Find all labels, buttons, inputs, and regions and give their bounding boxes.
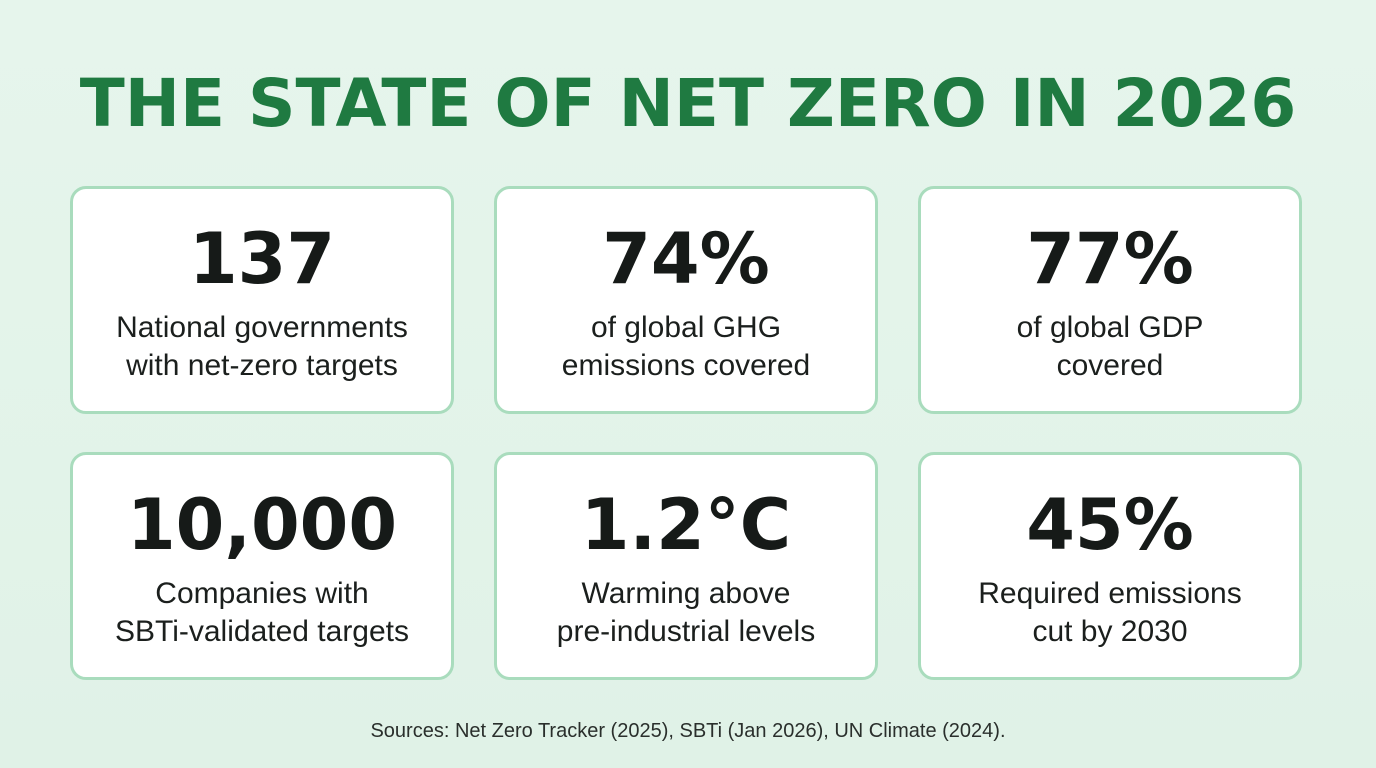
page-title: THE STATE OF NET ZERO IN 2026 bbox=[79, 65, 1297, 142]
stat-card-emissions-cut: 45% Required emissions cut by 2030 bbox=[918, 452, 1302, 680]
stat-description-line: cut by 2030 bbox=[1032, 615, 1188, 648]
stat-description: Required emissions cut by 2030 bbox=[931, 575, 1289, 651]
stat-description-line: Required emissions bbox=[978, 577, 1242, 610]
stat-value: 77% bbox=[1026, 218, 1194, 300]
stat-description-line: Companies with bbox=[155, 577, 369, 610]
stat-description-line: with net-zero targets bbox=[126, 349, 398, 382]
stat-description: Warming above pre-industrial levels bbox=[507, 575, 865, 651]
stat-card-warming: 1.2°C Warming above pre-industrial level… bbox=[494, 452, 878, 680]
stat-description-line: emissions covered bbox=[561, 349, 811, 382]
stat-description: Companies with SBTi-validated targets bbox=[83, 575, 441, 651]
stat-description-line: of global GDP bbox=[1016, 311, 1204, 344]
stat-description-line: pre-industrial levels bbox=[556, 615, 816, 648]
stat-value: 1.2°C bbox=[580, 484, 792, 566]
stat-value: 10,000 bbox=[126, 484, 398, 566]
stat-description-line: covered bbox=[1056, 349, 1164, 382]
stat-card-companies: 10,000 Companies with SBTi-validated tar… bbox=[70, 452, 454, 680]
stat-description: of global GHG emissions covered bbox=[507, 309, 865, 385]
stat-value: 74% bbox=[602, 218, 770, 300]
stat-value: 137 bbox=[188, 218, 336, 300]
sources-footnote: Sources: Net Zero Tracker (2025), SBTi (… bbox=[370, 720, 1006, 742]
stat-card-gdp: 77% of global GDP covered bbox=[918, 186, 1302, 414]
stat-description-line: SBTi-validated targets bbox=[114, 615, 410, 648]
stat-description: of global GDP covered bbox=[931, 309, 1289, 385]
stat-card-ghg-emissions: 74% of global GHG emissions covered bbox=[494, 186, 878, 414]
stat-description-line: Warming above bbox=[581, 577, 791, 610]
stat-card-governments: 137 National governments with net-zero t… bbox=[70, 186, 454, 414]
stat-description-line: National governments bbox=[116, 311, 408, 344]
stats-grid: 137 National governments with net-zero t… bbox=[70, 186, 1306, 684]
stat-value: 45% bbox=[1026, 484, 1194, 566]
stat-description-line: of global GHG bbox=[590, 311, 782, 344]
stat-description: National governments with net-zero targe… bbox=[83, 309, 441, 385]
